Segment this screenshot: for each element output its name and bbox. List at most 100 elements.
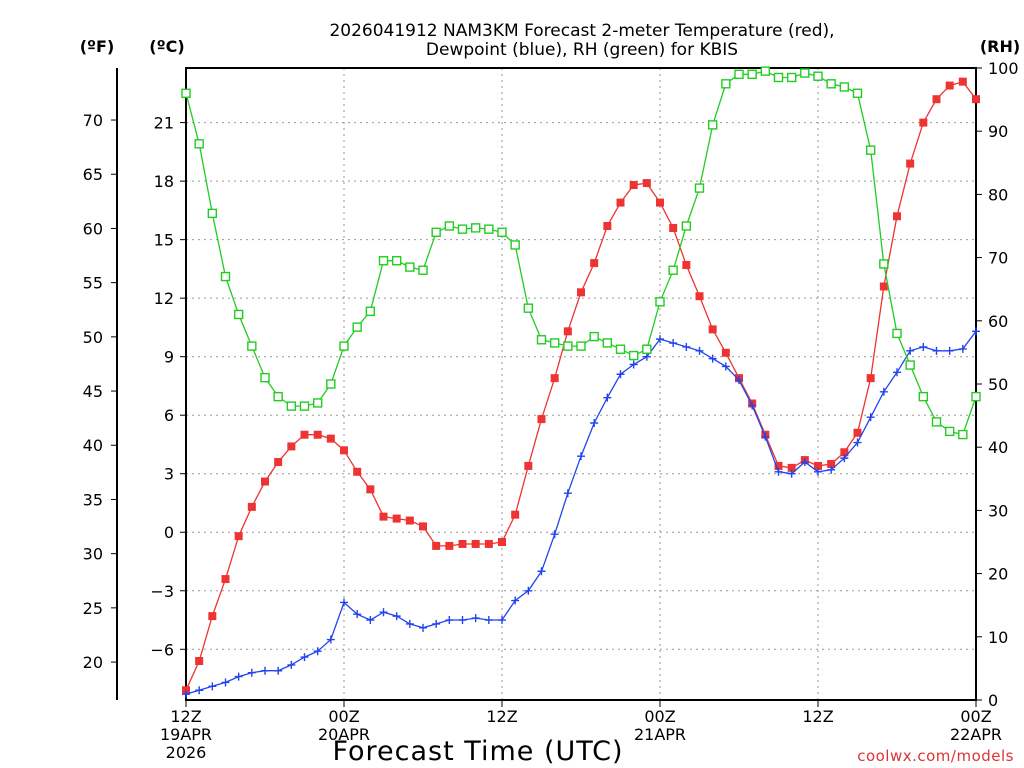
rh-point: [813, 71, 823, 81]
temperature-point: [958, 77, 967, 86]
rh-point: [852, 88, 863, 98]
celsius-tick-label: −3: [150, 582, 174, 601]
dewpoint-point: [182, 690, 190, 699]
dewpoint-point: [853, 438, 862, 447]
rh-point: [721, 79, 731, 89]
temperature-point: [919, 118, 928, 127]
temperature-point: [326, 434, 335, 443]
temperature-point: [708, 325, 717, 334]
rh-tick-label: 50: [988, 375, 1008, 394]
temperature-point: [405, 516, 414, 525]
dewpoint-point: [471, 614, 480, 623]
dewpoint-point: [774, 467, 783, 476]
rh-point: [194, 139, 204, 149]
dewpoint-point: [313, 647, 322, 656]
fahrenheit-tick-label: 55: [83, 274, 103, 293]
rh-tick-label: 20: [988, 565, 1008, 584]
rh-point: [405, 262, 415, 272]
rh-point: [944, 426, 955, 437]
rh-point: [839, 82, 850, 92]
rh-point: [286, 401, 297, 411]
dewpoint-point: [419, 623, 427, 632]
rh-point: [273, 391, 283, 402]
rh-tick-label: 80: [988, 185, 1008, 204]
x-tick-label: 00Z: [960, 707, 991, 726]
rh-point: [918, 391, 929, 402]
temperature-point: [550, 374, 559, 383]
dewpoint-point: [893, 368, 901, 377]
dewpoint-point: [353, 610, 362, 619]
rh-point: [523, 303, 534, 313]
fahrenheit-tick-label: 60: [83, 219, 103, 238]
rh-point: [958, 429, 968, 440]
rh-tick-label: 0: [988, 691, 998, 710]
temperature-point: [932, 95, 941, 104]
rh-tick-label: 90: [988, 122, 1008, 141]
dewpoint-point: [695, 346, 704, 355]
rh-point: [418, 265, 428, 275]
dewpoint-point: [761, 432, 770, 441]
rh-point: [734, 69, 744, 80]
rh-point: [747, 69, 757, 80]
rh-point: [365, 306, 376, 317]
dewpoint-point: [498, 616, 506, 625]
rh-unit-label: (RH): [980, 37, 1020, 56]
celsius-tick-label: 21: [154, 114, 174, 133]
data-series: [181, 66, 981, 699]
rh-point: [549, 338, 560, 348]
fahrenheit-tick-label: 65: [83, 165, 103, 184]
dewpoint-point: [642, 352, 651, 361]
dewpoint-point: [590, 419, 599, 428]
temperature-point: [419, 522, 427, 531]
temperature-point: [853, 428, 862, 437]
rh-point: [931, 417, 942, 427]
dewpoint-point: [432, 619, 441, 628]
temperature-point: [879, 282, 888, 291]
fahrenheit-tick-label: 70: [83, 111, 103, 130]
dewpoint-point: [958, 344, 967, 353]
x-tick-label: 19APR: [160, 725, 212, 744]
temperature-point: [511, 510, 520, 519]
rh-point: [207, 208, 218, 219]
temperature-point: [458, 539, 467, 548]
rh-tick-label: 60: [988, 312, 1008, 331]
temperature-point: [669, 223, 678, 232]
rh-point: [470, 223, 481, 233]
temperature-point: [695, 292, 704, 301]
dewpoint-point: [484, 616, 493, 625]
dewpoint-point: [787, 469, 796, 478]
rh-point: [694, 183, 705, 193]
rh-point: [800, 68, 810, 78]
rh-point: [181, 88, 191, 98]
fahrenheit-tick-label: 45: [83, 382, 103, 401]
temperature-point: [945, 81, 954, 90]
rh-point: [431, 227, 441, 238]
temperature-point: [787, 463, 796, 472]
dewpoint-point: [379, 608, 388, 617]
dewpoint-point: [511, 596, 520, 605]
temperature-point: [642, 179, 651, 188]
dewpoint-point: [800, 458, 809, 467]
dewpoint-point: [300, 653, 309, 662]
temperature-point: [577, 288, 585, 297]
temperature-point: [721, 348, 730, 357]
rh-point: [655, 297, 665, 307]
rh-tick-label: 10: [988, 628, 1008, 647]
fahrenheit-tick-label: 30: [83, 545, 103, 564]
temperature-point: [366, 485, 375, 494]
dewpoint-point: [537, 567, 546, 576]
dewpoint-point: [906, 346, 915, 355]
celsius-tick-label: 6: [164, 406, 174, 425]
dewpoint-point: [274, 666, 283, 675]
temperature-point: [616, 198, 625, 207]
rh-point: [326, 379, 336, 389]
dewpoint-point: [748, 401, 757, 410]
rh-point: [879, 259, 889, 269]
dewpoint-point: [550, 530, 559, 539]
dewpoint-point: [261, 666, 269, 675]
celsius-tick-label: −6: [150, 640, 174, 659]
temperature-point: [340, 446, 348, 455]
dewpoint-point: [879, 387, 888, 396]
dewpoint-point: [247, 668, 256, 677]
temperature-point: [866, 374, 875, 383]
